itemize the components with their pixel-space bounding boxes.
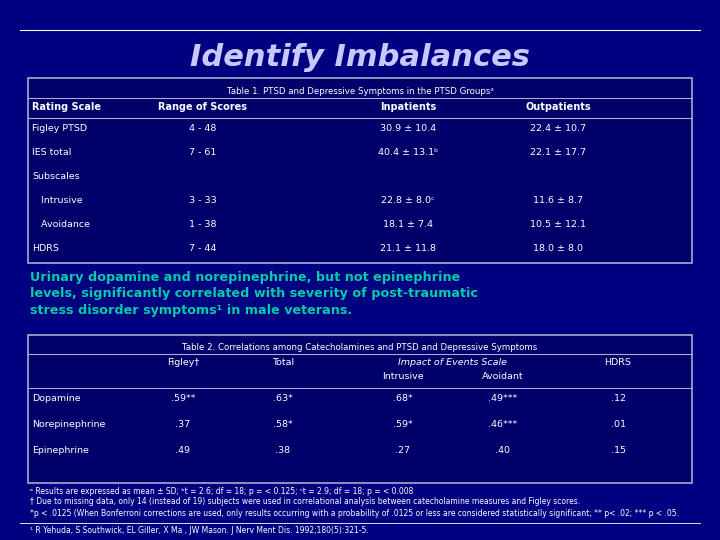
Text: 10.5 ± 12.1: 10.5 ± 12.1 — [530, 220, 586, 229]
Text: ᵃ Results are expressed as mean ± SD; ᵇt = 2.6; df = 18; p = < 0.125; ᶜt = 2.9; : ᵃ Results are expressed as mean ± SD; ᵇt… — [30, 487, 413, 496]
Text: 3 - 33: 3 - 33 — [189, 196, 217, 205]
Text: .59*: .59* — [393, 420, 413, 429]
Text: Table 1. PTSD and Depressive Symptoms in the PTSD Groupsᵃ: Table 1. PTSD and Depressive Symptoms in… — [227, 87, 493, 96]
Text: Figley†: Figley† — [167, 358, 199, 367]
Text: 7 - 44: 7 - 44 — [189, 244, 217, 253]
Text: 22.1 ± 17.7: 22.1 ± 17.7 — [530, 148, 586, 157]
Text: Norepinephrine: Norepinephrine — [32, 420, 105, 429]
Text: 18.0 ± 8.0: 18.0 ± 8.0 — [533, 244, 583, 253]
Text: 22.4 ± 10.7: 22.4 ± 10.7 — [530, 124, 586, 133]
Text: Intrusive: Intrusive — [382, 372, 424, 381]
Text: .01: .01 — [611, 420, 626, 429]
FancyBboxPatch shape — [28, 78, 692, 263]
Text: 11.6 ± 8.7: 11.6 ± 8.7 — [533, 196, 583, 205]
Text: .49: .49 — [176, 446, 191, 455]
Text: .15: .15 — [611, 446, 626, 455]
Text: HDRS: HDRS — [605, 358, 631, 367]
Text: .27: .27 — [395, 446, 410, 455]
Text: † Due to missing data, only 14 (instead of 19) subjects were used in correlation: † Due to missing data, only 14 (instead … — [30, 497, 580, 506]
Text: .58*: .58* — [273, 420, 293, 429]
Text: .49***: .49*** — [488, 394, 518, 403]
Text: .12: .12 — [611, 394, 626, 403]
Text: Epinephrine: Epinephrine — [32, 446, 89, 455]
Text: 4 - 48: 4 - 48 — [189, 124, 217, 133]
Text: .37: .37 — [176, 420, 191, 429]
Text: 7 - 61: 7 - 61 — [189, 148, 217, 157]
Text: Avoidance: Avoidance — [32, 220, 90, 229]
Text: .46***: .46*** — [488, 420, 518, 429]
Text: *p < .0125 (When Bonferroni corrections are used, only results occurring with a : *p < .0125 (When Bonferroni corrections … — [30, 509, 679, 518]
Text: Inpatients: Inpatients — [380, 102, 436, 112]
Text: .63*: .63* — [273, 394, 293, 403]
Text: Table 2. Correlations among Catecholamines and PTSD and Depressive Symptoms: Table 2. Correlations among Catecholamin… — [182, 343, 538, 352]
Text: IES total: IES total — [32, 148, 71, 157]
Text: Figley PTSD: Figley PTSD — [32, 124, 87, 133]
Text: Avoidant: Avoidant — [482, 372, 524, 381]
Text: Intrusive: Intrusive — [32, 196, 83, 205]
Text: Urinary dopamine and norepinephrine, but not epinephrine
levels, significantly c: Urinary dopamine and norepinephrine, but… — [30, 271, 478, 317]
Text: Total: Total — [272, 358, 294, 367]
Text: Impact of Events Scale: Impact of Events Scale — [398, 358, 508, 367]
Text: Dopamine: Dopamine — [32, 394, 81, 403]
Text: 21.1 ± 11.8: 21.1 ± 11.8 — [380, 244, 436, 253]
Text: 40.4 ± 13.1ᵇ: 40.4 ± 13.1ᵇ — [378, 148, 438, 157]
Text: .59**: .59** — [171, 394, 195, 403]
Text: Rating Scale: Rating Scale — [32, 102, 101, 112]
Text: 30.9 ± 10.4: 30.9 ± 10.4 — [380, 124, 436, 133]
Text: Outpatients: Outpatients — [525, 102, 591, 112]
Text: Identify Imbalances: Identify Imbalances — [190, 44, 530, 72]
Text: Subscales: Subscales — [32, 172, 80, 181]
Text: 1 - 38: 1 - 38 — [189, 220, 217, 229]
Text: HDRS: HDRS — [32, 244, 59, 253]
FancyBboxPatch shape — [28, 335, 692, 483]
Text: .40: .40 — [495, 446, 510, 455]
Text: ¹ R Yehuda, S Southwick, EL Giller, X Ma , JW Mason. J Nerv Ment Dis. 1992;180(5: ¹ R Yehuda, S Southwick, EL Giller, X Ma… — [30, 526, 369, 535]
Text: 18.1 ± 7.4: 18.1 ± 7.4 — [383, 220, 433, 229]
Text: Range of Scores: Range of Scores — [158, 102, 248, 112]
Text: .68*: .68* — [393, 394, 413, 403]
Text: .38: .38 — [276, 446, 291, 455]
Text: 22.8 ± 8.0ᶜ: 22.8 ± 8.0ᶜ — [381, 196, 435, 205]
